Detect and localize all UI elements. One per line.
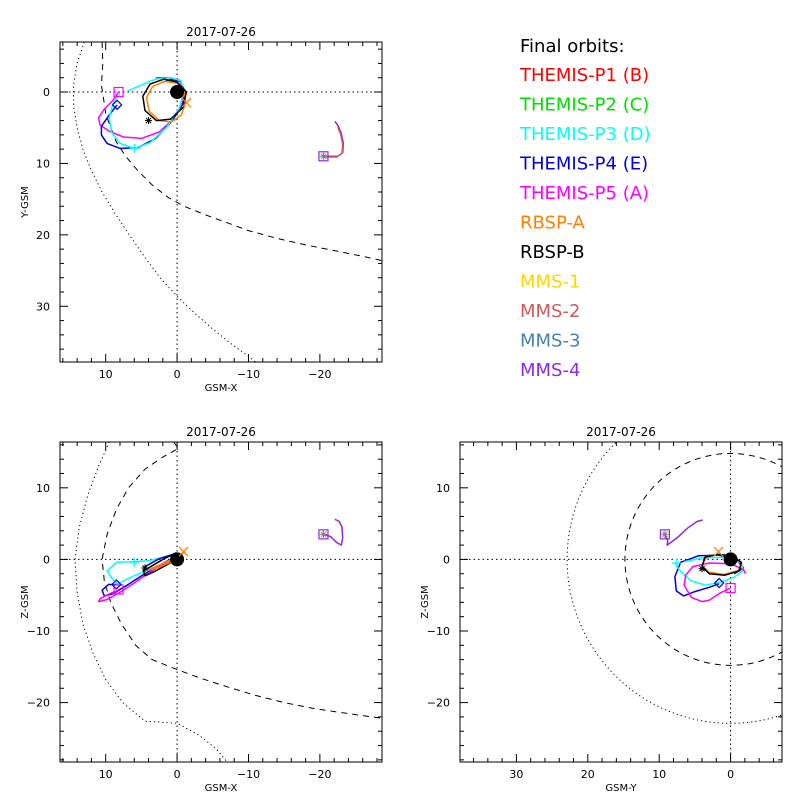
orbit-mms-4 — [323, 518, 344, 546]
orbit-rbsp-b — [701, 553, 743, 576]
magnetopause-line — [101, 442, 382, 719]
y-tick-label: 10 — [36, 482, 50, 495]
y-tick-label: −10 — [27, 625, 50, 638]
x-tick-label: 10 — [99, 768, 113, 781]
bowshock-line — [73, 42, 256, 362]
asterisk-marker — [141, 564, 149, 572]
square-marker — [113, 86, 124, 98]
legend-item: MMS-4 — [520, 360, 580, 381]
bowshock-line — [566, 442, 782, 724]
orbit-mms-4 — [323, 120, 345, 158]
x-tick-label: −10 — [237, 768, 260, 781]
plot-area — [460, 442, 782, 762]
orbit-rbsp-b — [142, 78, 188, 122]
y-tick-label: 0 — [443, 553, 450, 566]
legend-item: THEMIS-P2 (C) — [519, 95, 649, 116]
diamond-marker — [111, 579, 122, 590]
x-tick-label: 0 — [174, 768, 181, 781]
x-tick-label: 10 — [652, 768, 666, 781]
x-tick-label: 30 — [509, 768, 523, 781]
earth-marker — [170, 552, 185, 567]
legend-item: THEMIS-P1 (B) — [519, 65, 649, 86]
x-tick-label: 10 — [99, 368, 113, 381]
y-tick-label: 20 — [36, 229, 50, 242]
y-tick-label: −20 — [27, 697, 50, 710]
x-marker — [178, 546, 189, 557]
asterisk-marker — [661, 530, 669, 538]
x-axis-label: GSM-Y — [605, 783, 637, 794]
legend-item: MMS-3 — [520, 331, 580, 352]
y-tick-label: −10 — [427, 625, 450, 638]
asterisk-marker — [319, 152, 328, 160]
orbit-themis-p3-d — [108, 76, 185, 150]
y-tick-label: 10 — [36, 157, 50, 170]
legend-item: THEMIS-P5 (A) — [519, 183, 649, 204]
magnetopause-line — [624, 452, 782, 666]
legend-title: Final orbits: — [520, 36, 625, 57]
panel-title: 2017-07-26 — [186, 425, 256, 439]
square-marker — [725, 582, 736, 594]
orbit-mms-4 — [664, 519, 703, 546]
square-marker — [659, 529, 671, 540]
legend-item: MMS-2 — [520, 301, 580, 322]
plus-marker — [671, 558, 681, 568]
y-tick-label: 0 — [43, 86, 50, 99]
plot-frame — [459, 441, 783, 763]
x-tick-label: 0 — [174, 368, 181, 381]
panel-title: 2017-07-26 — [586, 425, 656, 439]
x-tick-label: 20 — [581, 768, 595, 781]
legend-item: RBSP-A — [520, 213, 586, 234]
y-tick-label: 10 — [436, 482, 450, 495]
square-marker — [318, 529, 329, 540]
legend-item: MMS-1 — [520, 272, 580, 293]
orbit-themis-p3-d — [674, 556, 745, 586]
plot-frame — [59, 441, 383, 763]
square-marker — [318, 151, 329, 162]
x-marker — [713, 546, 724, 557]
legend-item: RBSP-B — [520, 242, 585, 263]
plot-frame — [59, 41, 383, 363]
plus-marker — [129, 557, 139, 567]
y-tick-label: −20 — [427, 697, 450, 710]
y-axis-label: Y-GSM — [20, 186, 31, 219]
diamond-marker — [713, 577, 725, 589]
panel-title: 2017-07-26 — [186, 25, 256, 39]
earth-marker — [170, 85, 185, 99]
panel-yz: 2017-07-26 30 20 10 0 10 0 −10 −20 GSM-Y Z-GSM — [420, 425, 783, 794]
x-tick-label: −20 — [308, 368, 331, 381]
plot-area — [60, 42, 382, 362]
x-tick-label: 0 — [727, 768, 734, 781]
panel-xy: 2017-07-26 10 0 −10 −20 0 10 20 30 GSM-X Y-GSM — [20, 25, 383, 394]
x-axis-label: GSM-X — [205, 783, 238, 794]
square-marker — [113, 584, 124, 595]
legend: Final orbits: THEMIS-P1 (B) THEMIS-P2 (C) T… — [519, 36, 651, 381]
magnetopause-line — [100, 42, 382, 262]
y-axis-label: Z-GSM — [20, 585, 31, 618]
bowshock-line — [74, 442, 228, 762]
plus-marker — [129, 143, 139, 153]
asterisk-marker — [144, 116, 153, 125]
y-axis-label: Z-GSM — [420, 585, 431, 618]
panel-xz: 2017-07-26 10 0 −10 −20 10 0 −10 −20 GSM-X Z-GSM — [20, 425, 383, 794]
earth-marker — [723, 552, 738, 567]
legend-item: THEMIS-P4 (E) — [519, 154, 648, 175]
diamond-marker — [111, 99, 123, 111]
x-tick-label: −20 — [308, 768, 331, 781]
orbit-mms-2 — [323, 126, 344, 158]
legend-item: THEMIS-P3 (D) — [519, 124, 651, 145]
asterisk-marker — [698, 565, 706, 573]
y-tick-label: 30 — [36, 300, 50, 313]
plot-area — [60, 442, 382, 762]
asterisk-marker — [319, 530, 328, 538]
x-tick-label: −10 — [237, 368, 260, 381]
x-marker — [181, 97, 192, 108]
y-tick-label: 0 — [43, 553, 50, 566]
x-axis-label: GSM-X — [205, 383, 238, 394]
